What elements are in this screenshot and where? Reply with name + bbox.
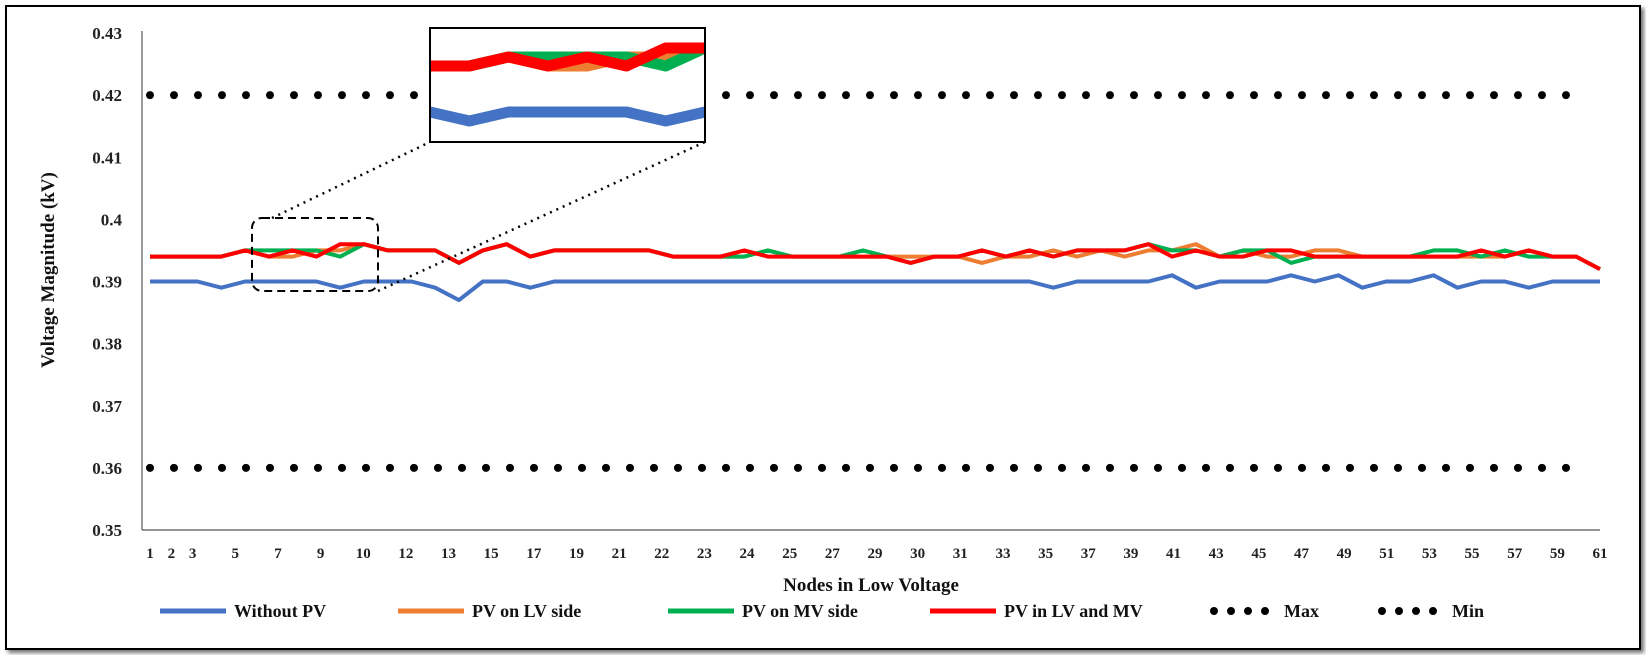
x-tick-label: 31 (953, 546, 968, 562)
x-tick-label: 45 (1251, 546, 1266, 562)
x-tick-label: 13 (441, 546, 456, 562)
chart-frame (5, 5, 1641, 650)
x-tick-label: 17 (526, 546, 542, 562)
x-tick-label: 53 (1422, 546, 1437, 562)
x-tick-label: 7 (274, 546, 282, 562)
x-tick-label: 24 (740, 546, 756, 562)
y-tick-label: 0.36 (92, 459, 122, 478)
legend-label: Min (1452, 601, 1484, 621)
x-tick-label: 59 (1550, 546, 1565, 562)
legend-label: PV on LV side (472, 601, 581, 621)
x-tick-label: 23 (697, 546, 712, 562)
legend-item: PV in LV and MV (930, 601, 1143, 621)
x-tick-label: 41 (1166, 546, 1181, 562)
x-tick-label: 25 (782, 546, 797, 562)
legend-item: PV on MV side (668, 601, 858, 621)
series-line-without-pv (150, 273, 1600, 303)
zoom-series-line (431, 42, 704, 72)
y-tick-label: 0.42 (92, 86, 122, 105)
legend-label: Without PV (234, 601, 326, 621)
zoom-connector (271, 140, 431, 220)
axes (141, 31, 1600, 531)
y-tick-label: 0.43 (92, 24, 122, 43)
x-tick-label: 3 (189, 546, 197, 562)
zoom-inset (251, 27, 706, 293)
series-lines (150, 242, 1601, 303)
zoom-series-line (431, 106, 704, 127)
x-tick-label: 35 (1038, 546, 1053, 562)
x-tick-label: 49 (1337, 546, 1352, 562)
x-tick-label: 12 (398, 546, 413, 562)
x-tick-label: 43 (1209, 546, 1224, 562)
x-tick-label: 57 (1507, 546, 1523, 562)
zoom-inset-lines (431, 42, 704, 127)
legend-label: PV on MV side (742, 601, 858, 621)
x-tick-label: 27 (825, 546, 841, 562)
x-tick-label: 47 (1294, 546, 1310, 562)
x-tick-label: 5 (232, 546, 240, 562)
x-tick-label: 55 (1465, 546, 1480, 562)
y-tick-labels: 0.35 0.36 0.37 0.38 0.39 0.4 0.41 0.42 0.43 (92, 24, 122, 540)
zoom-connector (377, 140, 706, 293)
y-tick-label: 0.4 (101, 210, 123, 229)
y-tick-label: 0.38 (92, 335, 122, 354)
x-tick-label: 22 (654, 546, 669, 562)
x-tick-label: 19 (569, 546, 584, 562)
x-tick-labels: 1 3 5 7 9 10 12 13 15 17 19 21 22 23 24 25 27 29 30 31 33 35 3… (146, 546, 1607, 562)
legend-item: Without PV (160, 601, 326, 621)
x-tick-label: 9 (317, 546, 325, 562)
legend-item: Max (1210, 601, 1319, 621)
series-line-pv-in-lv-and-mv (150, 242, 1601, 271)
x-tick-label: 21 (612, 546, 627, 562)
legend-item: PV on LV side (398, 601, 581, 621)
y-tick-label: 0.39 (92, 273, 122, 292)
x-tick-label: 10 (356, 546, 371, 562)
legend: Without PV PV on LV side PV on MV side PV i… (160, 601, 1484, 621)
x-tick-label: 61 (1593, 546, 1608, 562)
legend-label: Max (1284, 601, 1319, 621)
x-tick-label: 37 (1081, 546, 1097, 562)
x-tick-label: 2 (168, 546, 176, 562)
x-tick-label: 51 (1379, 546, 1394, 562)
legend-item: Min (1378, 601, 1484, 621)
x-tick-label: 1 (146, 546, 154, 562)
y-tick-label: 0.37 (92, 397, 122, 416)
x-tick-label: 39 (1123, 546, 1138, 562)
limit-lines (146, 91, 1594, 472)
y-axis-title: Voltage Magnitude (kV) (38, 172, 59, 368)
x-tick-label: 33 (995, 546, 1010, 562)
x-tick-label: 30 (910, 546, 925, 562)
y-tick-label: 0.41 (92, 148, 122, 167)
x-tick-label: 29 (868, 546, 883, 562)
y-tick-label: 0.35 (92, 521, 122, 540)
legend-label: PV in LV and MV (1004, 601, 1143, 621)
x-tick-label: 15 (484, 546, 499, 562)
zoom-region-box (251, 217, 379, 292)
x-axis-title: Nodes in Low Voltage (783, 575, 959, 596)
